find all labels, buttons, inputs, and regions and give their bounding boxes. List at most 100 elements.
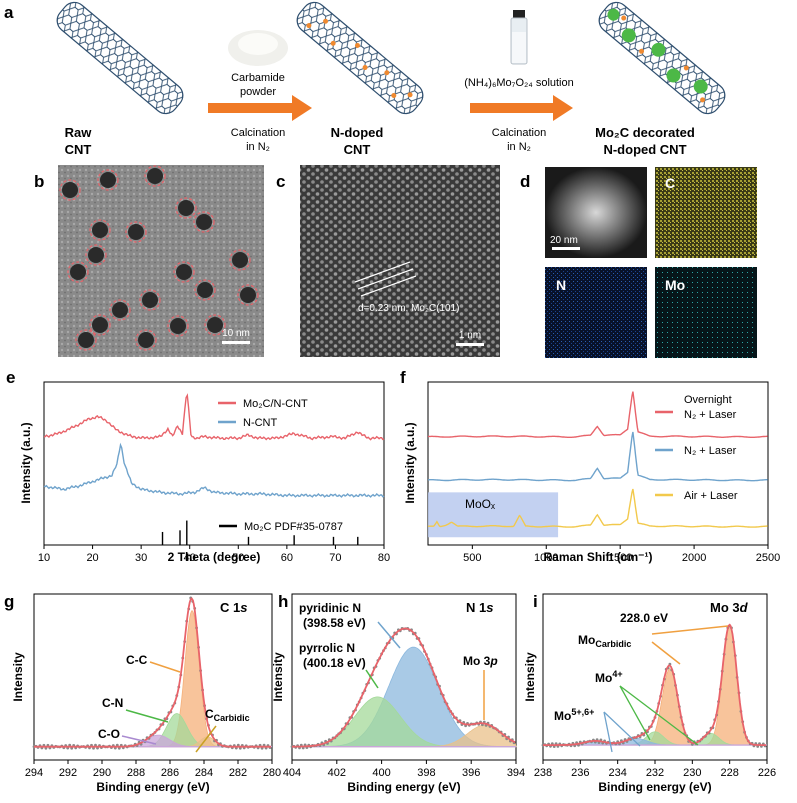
h-plot-xtick-label-5: 394 [507, 767, 525, 779]
particle-3 [178, 200, 194, 216]
plot-e-xtick-label-5: 60 [281, 552, 293, 564]
panel-d: d 20 nm C N Mo [520, 167, 757, 358]
leader-co [121, 735, 157, 745]
plot-f-ylabel: Intensity (a.u.) [403, 422, 417, 503]
raw-cnt-label-2: CNT [65, 142, 92, 157]
i-plot-xtick-label-6: 226 [758, 767, 776, 779]
plot-h-ylabel: Intensity [271, 652, 285, 702]
plot-g-title: C 1s [220, 600, 247, 615]
eds-map-c [655, 167, 757, 258]
plot-i: 238 236 234 232 230 228 226 [534, 623, 776, 779]
leader-cn [125, 709, 169, 723]
g-plot-xtick-label-1: 292 [59, 767, 77, 779]
eds-map-mo-label: Mo [665, 277, 685, 293]
plot-f-xtick-label-2: 1500 [608, 552, 632, 564]
panel-d-label: d [520, 172, 530, 191]
particle-6 [128, 224, 144, 240]
step1-cond-2: in N₂ [246, 141, 270, 153]
eds-map-c-label: C [665, 175, 675, 191]
panel-b: b 10 nm [34, 165, 264, 357]
legend-e-label-1: Mo₂C/N-CNT [243, 398, 308, 410]
peak-label-mo3p: Mo 3p [463, 654, 498, 668]
plot-f-xtick-label-0: 500 [463, 552, 481, 564]
particle-ring-19 [135, 329, 157, 351]
legend-e-label-2: N-CNT [243, 417, 277, 429]
plot-g: 294 292 290 288 286 284 282 280 [25, 596, 281, 779]
plot-e-series-0 [43, 393, 385, 441]
peak-label-pyridinic-ev: (398.58 eV) [303, 616, 366, 630]
particle-0 [62, 182, 78, 198]
mo2c-decorated-cnt-illustration [598, 1, 726, 115]
particle-10 [232, 252, 248, 268]
scalebar-d [552, 247, 580, 250]
particle-8 [70, 264, 86, 280]
step1-cond-1: Calcination [231, 127, 285, 139]
legend-e-label-3: Mo₂C PDF#35-0787 [244, 521, 343, 533]
particle-ring-17 [204, 314, 226, 336]
plot-e: 10 20 30 40 50 60 70 80 [38, 393, 390, 564]
plot-i-xlabel: Binding energy (eV) [598, 780, 711, 794]
plot-e-series-1 [43, 442, 385, 498]
peak-label-pyrrolic-ev: (400.18 eV) [303, 656, 366, 670]
panel-g: g 294 292 290 288 286 284 282 280 Binding energ… [4, 592, 281, 794]
plot-f-series-1 [428, 431, 768, 482]
step1-reagent-2: powder [240, 86, 276, 98]
panel-i-label: i [533, 592, 538, 611]
particle-14 [92, 317, 108, 333]
plot-e-frame [43, 381, 385, 546]
legend-f-label-1a: Overnight [684, 394, 732, 406]
leader-carbidic [195, 725, 217, 753]
g-plot-envelope [34, 597, 271, 748]
peak-label-mocarbidic: MoCarbidic [578, 633, 631, 649]
peak-label-pyridinic: pyridinic N [299, 601, 361, 615]
particle-17 [207, 317, 223, 333]
plot-f-xtick-label-1: 1000 [534, 552, 558, 564]
plot-g-ylabel: Intensity [11, 652, 25, 702]
raw-cnt-label-1: Raw [65, 125, 93, 140]
particle-5 [92, 222, 108, 238]
peak-label-cn: C-N [102, 696, 123, 710]
i-plot-xtick-label-3: 232 [646, 767, 664, 779]
scalebar-d-label: 20 nm [550, 235, 578, 246]
lattice-line-2 [357, 268, 414, 290]
panel-e-label: e [6, 368, 15, 387]
peak-label-ev: 228.0 eV [620, 611, 668, 625]
panel-h-label: h [278, 592, 288, 611]
g-plot-xtick-label-7: 280 [263, 767, 281, 779]
particle-ring-7 [85, 244, 107, 266]
i-plot-xtick-label-1: 236 [571, 767, 589, 779]
particle-19 [138, 332, 154, 348]
scalebar-b-label: 10 nm [222, 328, 250, 339]
plot-e-xtick-label-7: 80 [378, 552, 390, 564]
particle-markers [59, 165, 259, 351]
eds-map-n-label: N [556, 277, 566, 293]
particle-11 [197, 282, 213, 298]
haadf-image [545, 167, 647, 258]
particle-12 [142, 292, 158, 308]
plot-e-xtick-label-1: 20 [86, 552, 98, 564]
particle-ring-3 [175, 197, 197, 219]
particle-4 [196, 214, 212, 230]
h-plot-xtick-label-1: 402 [328, 767, 346, 779]
i-plot-xtick-label-0: 238 [534, 767, 552, 779]
step1-reagent-1: Carbamide [231, 72, 285, 84]
leader-mocarbidic-2 [651, 625, 729, 635]
i-plot-xtick-label-5: 228 [720, 767, 738, 779]
plot-e-xtick-label-4: 50 [232, 552, 244, 564]
leader-mo4-1 [619, 685, 651, 741]
panel-f: f MoOₓ 500 1000 1500 2000 2500 Raman Shift (c… [400, 368, 780, 564]
leader-mo56-2 [603, 711, 613, 753]
panel-c-label: c [276, 172, 285, 191]
particle-9 [176, 264, 192, 280]
particle-7 [88, 247, 104, 263]
particle-ring-16 [167, 315, 189, 337]
g-plot-xtick-label-0: 294 [25, 767, 43, 779]
step2-reagent: (NH₄)₆Mo₇O₂₄ solution [464, 77, 574, 89]
peak-label-cc: C-C [126, 653, 148, 667]
particle-ring-11 [194, 279, 216, 301]
panel-g-label: g [4, 592, 14, 611]
h-plot-xtick-label-4: 396 [462, 767, 480, 779]
eds-map-mo [655, 267, 757, 358]
panel-a: a Raw CNT N-doped CNT Mo₂C decorated N-d… [4, 1, 726, 157]
